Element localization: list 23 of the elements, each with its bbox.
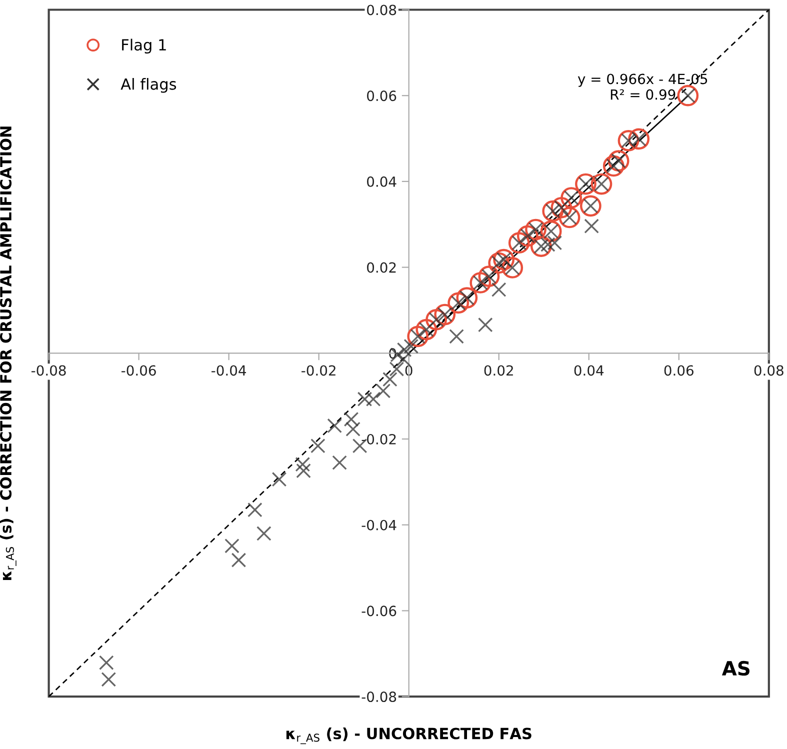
y-tick-label: -0.04 xyxy=(362,520,396,530)
x-tick-label: -0.04 xyxy=(212,365,246,376)
annotation: y = 0.966x - 4E-05 R² = 0.99 xyxy=(578,74,708,100)
x-tick-label: 0.08 xyxy=(754,365,784,376)
y-tick-label: -0.02 xyxy=(362,434,396,444)
x-tick-label: 0.02 xyxy=(484,365,513,376)
x-tick-label: -0.06 xyxy=(122,365,156,376)
y-tick-label: 0.02 xyxy=(367,262,396,273)
y-axis-title: κ$_{r_AS}$ (s) - CORRECTION FOR CRUSTAL AMPLIFICATION xyxy=(0,126,16,580)
y-tick-label: -0.08 xyxy=(362,692,396,702)
legend-label: Al flags xyxy=(120,78,176,93)
y-tick-label: 0.08 xyxy=(367,4,396,16)
x-tick-label: 0 xyxy=(405,365,412,376)
x-tick-label: -0.02 xyxy=(302,365,336,376)
x-tick-label: 0.06 xyxy=(664,365,694,376)
y-tick-label: 0.04 xyxy=(367,176,396,187)
x-axis-title: κ$_{r_AS}$ (s) - UNCORRECTED FAS xyxy=(286,727,532,744)
y-tick-label: 0.06 xyxy=(367,90,396,102)
x-tick-label: 0.04 xyxy=(574,365,604,376)
legend-label: Flag 1 xyxy=(122,38,166,54)
annotation: AS xyxy=(722,660,750,676)
x-tick-label: -0.08 xyxy=(32,365,66,376)
y-tick-label: -0.06 xyxy=(362,606,396,616)
